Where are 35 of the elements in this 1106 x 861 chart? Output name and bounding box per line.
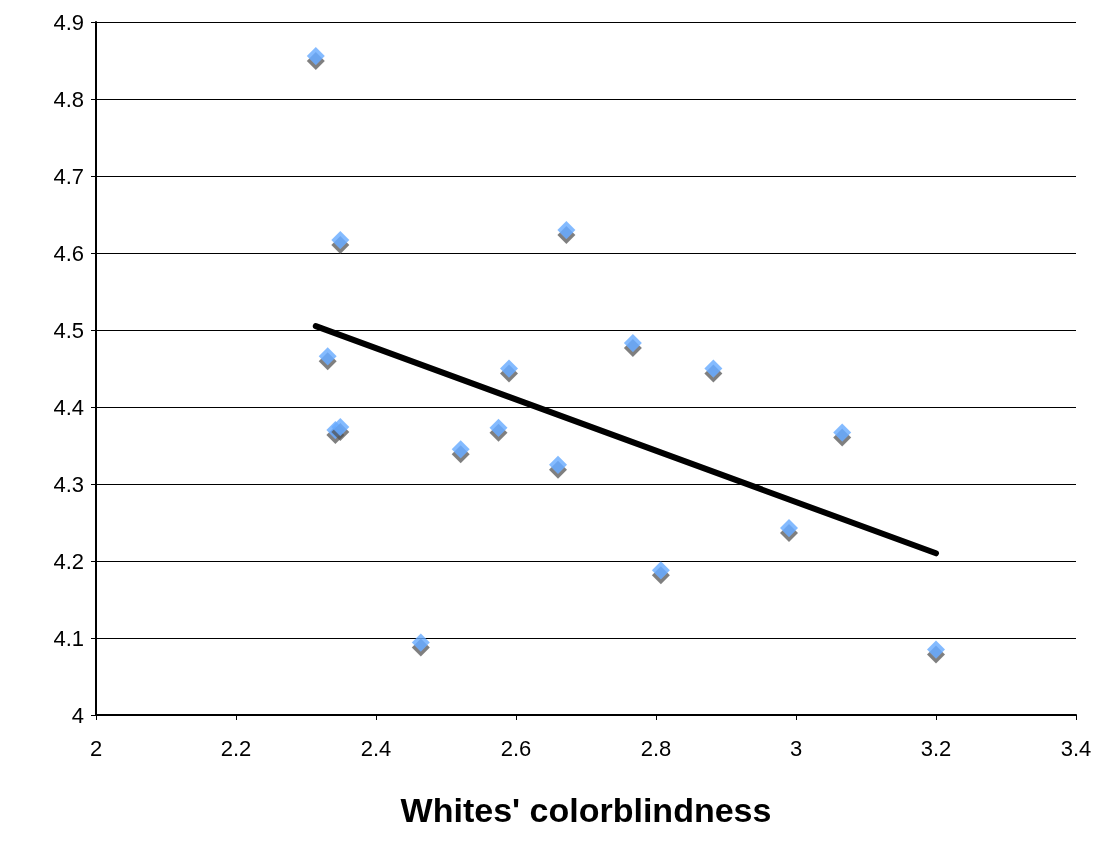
- x-tick-label: 2.2: [220, 735, 252, 761]
- point: [623, 334, 642, 353]
- y-tick-label: 4.8: [53, 86, 84, 112]
- point: [704, 359, 723, 378]
- y-tick-label: 4.7: [53, 163, 84, 189]
- y-tick-label: 4.6: [53, 240, 84, 266]
- y-tick-label: 4.1: [53, 625, 84, 651]
- y-tick-label: 4.4: [53, 394, 84, 420]
- point: [489, 418, 508, 437]
- y-tick-label: 4: [71, 702, 84, 728]
- point: [411, 633, 430, 652]
- point: [451, 440, 470, 459]
- point: [927, 640, 945, 659]
- point: [651, 561, 670, 580]
- y-tick-label: 4.9: [53, 9, 84, 35]
- point: [500, 359, 518, 378]
- point: [833, 423, 852, 442]
- x-tick-label: 2.8: [640, 735, 672, 761]
- point: [549, 455, 567, 474]
- x-tick-label: 3.2: [920, 735, 952, 761]
- y-tick-label: 4.3: [53, 471, 84, 497]
- x-tick-label: 2.6: [500, 735, 532, 761]
- point: [557, 220, 576, 239]
- point: [331, 418, 350, 437]
- x-tick-label: 3: [789, 735, 803, 761]
- x-tick-label: 2.4: [360, 735, 392, 761]
- point: [306, 46, 325, 65]
- x-tick-label: 3.4: [1060, 735, 1092, 761]
- y-tick-label: 4.2: [53, 548, 84, 574]
- y-tick-label: 4.5: [53, 317, 84, 343]
- x-axis-title: Whites' colorblindness: [400, 791, 772, 829]
- point: [780, 518, 798, 537]
- x-tick-label: 2: [89, 735, 103, 761]
- point: [331, 230, 350, 249]
- point: [318, 347, 337, 366]
